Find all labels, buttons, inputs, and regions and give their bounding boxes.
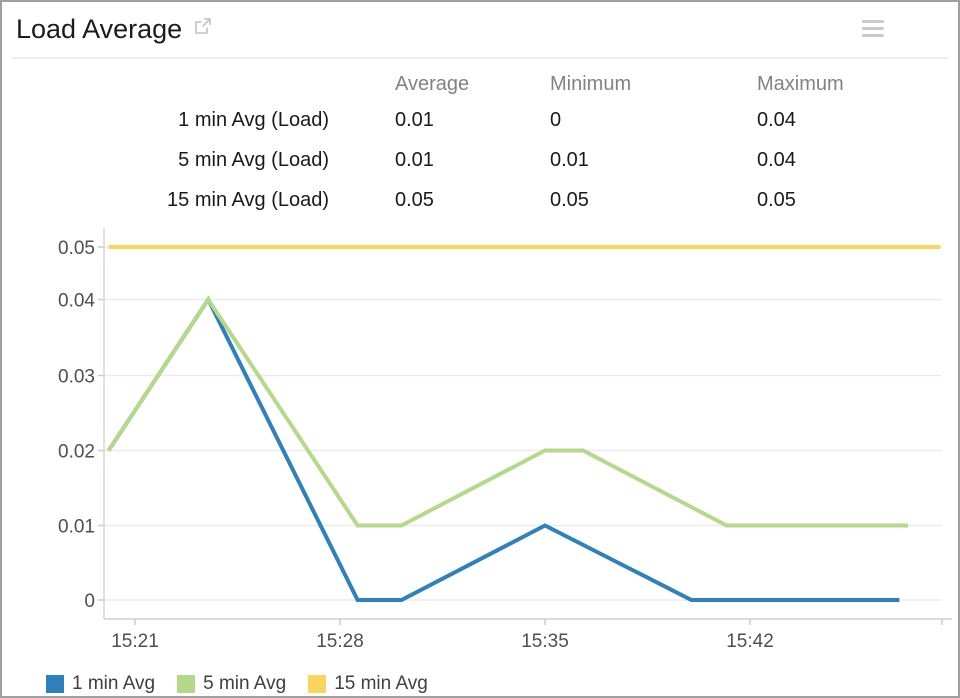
page-title: Load Average [16, 14, 183, 44]
x-tick-label: 15:28 [316, 631, 364, 652]
legend-swatch-1-min-avg [46, 675, 64, 693]
stats-row-label: 15 min Avg (Load) [167, 188, 329, 211]
menu-bar [862, 20, 884, 23]
legend-label: 5 min Avg [203, 673, 287, 694]
series-line-5-min-avg [106, 295, 909, 528]
y-tick-label: 0.04 [58, 291, 95, 312]
y-tick-label: 0.02 [58, 442, 95, 463]
legend-swatch-15-min-avg [308, 675, 327, 693]
stats-col-minimum: Minimum [550, 72, 632, 95]
menu-bar [862, 34, 884, 37]
widget-titlebar: Load Average [2, 2, 958, 45]
menu-icon[interactable] [862, 20, 884, 37]
legend-item-15-min-avg[interactable]: 15 min Avg [308, 673, 428, 695]
stats-row-label: 5 min Avg (Load) [178, 148, 329, 171]
y-tick-label: 0 [84, 591, 95, 612]
stats-value: 0.01 [395, 148, 434, 171]
legend-item-5-min-avg[interactable]: 5 min Avg [177, 673, 286, 695]
stats-value: 0.05 [395, 188, 434, 211]
title-divider [12, 57, 948, 59]
x-tick-label: 15:42 [726, 631, 774, 652]
stats-table: Average Minimum Maximum 1 min Avg (Load)… [2, 68, 958, 220]
stats-value: 0.04 [757, 108, 796, 131]
stats-value: 0.05 [757, 188, 796, 211]
x-tick-label: 15:35 [521, 631, 569, 652]
y-tick-label: 0.01 [58, 517, 95, 538]
x-tick-label: 15:21 [111, 631, 159, 652]
stats-value: 0.01 [550, 148, 589, 171]
legend-item-1-min-avg[interactable]: 1 min Avg [46, 673, 155, 695]
chart-legend: 1 min Avg 5 min Avg 15 min Avg [46, 673, 428, 695]
stats-value: 0 [550, 108, 562, 131]
y-tick-label: 0.03 [58, 367, 95, 388]
legend-swatch-5-min-avg [177, 675, 196, 693]
menu-bar [862, 27, 884, 30]
stats-col-average: Average [395, 72, 470, 95]
stats-value: 0.05 [550, 188, 589, 211]
legend-label: 15 min Avg [334, 673, 428, 694]
stats-value: 0.04 [757, 148, 796, 171]
legend-label: 1 min Avg [72, 673, 156, 694]
series-line-1-min-avg [106, 295, 900, 602]
stats-value: 0.01 [395, 108, 434, 131]
external-link-icon[interactable] [194, 17, 212, 40]
stats-col-maximum: Maximum [757, 72, 844, 95]
stats-row-label: 1 min Avg (Load) [178, 108, 329, 131]
y-tick-label: 0.05 [58, 238, 95, 259]
